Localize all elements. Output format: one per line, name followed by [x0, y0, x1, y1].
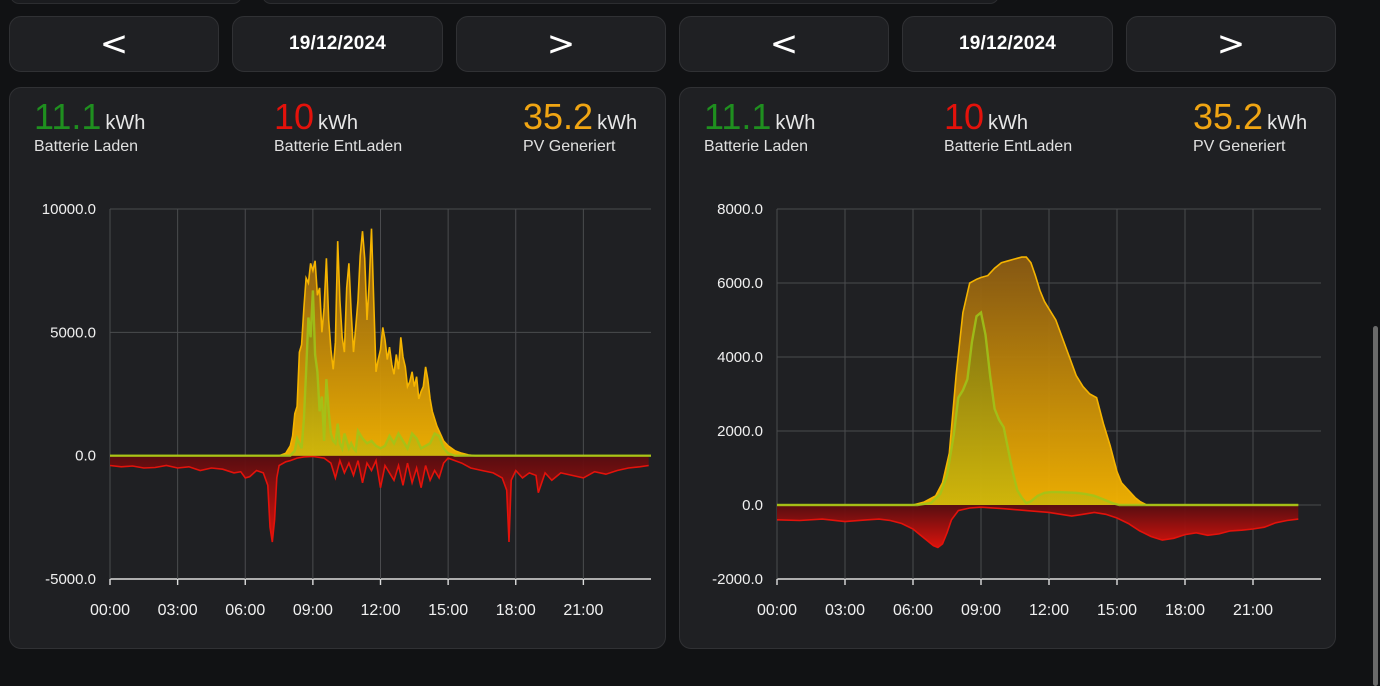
y-tick-label: -5000.0: [45, 571, 96, 588]
pv-line: [110, 228, 651, 457]
stat-unit: kWh: [597, 112, 638, 134]
y-tick-label: 0.0: [75, 448, 96, 465]
stat-pv-generated: 35.2 kWh PV Generiert: [523, 96, 637, 156]
stat-pv-generated: 35.2 kWh PV Generiert: [1193, 96, 1307, 156]
next-day-button[interactable]: >: [456, 16, 666, 72]
discharge-area: [777, 505, 1299, 548]
x-tick-label: 03:00: [158, 602, 198, 619]
x-tick-label: 00:00: [90, 602, 130, 619]
y-tick-label: 10000.0: [42, 201, 96, 218]
discharge-line: [776, 506, 1299, 549]
x-tick-label: 00:00: [757, 602, 797, 619]
stat-battery-discharge: 10 kWh Batterie EntLaden: [274, 96, 402, 156]
x-tick-label: 18:00: [1165, 602, 1205, 619]
stat-unit: kWh: [1267, 112, 1308, 134]
stat-label: PV Generiert: [1193, 138, 1286, 155]
stat-value: 10: [274, 96, 315, 137]
next-day-button[interactable]: >: [1126, 16, 1336, 72]
stat-battery-charge: 11.1 kWh Batterie Laden: [704, 96, 815, 156]
stat-value: 10: [944, 96, 985, 137]
y-tick-label: 8000.0: [717, 201, 763, 218]
pv-line: [777, 256, 1299, 506]
stat-value: 35.2: [523, 96, 594, 137]
x-tick-label: 12:00: [1029, 602, 1069, 619]
date-label: 19/12/2024: [958, 33, 1057, 54]
x-tick-label: 15:00: [1097, 602, 1137, 619]
chevron-left-icon: <: [99, 24, 129, 64]
pv-area: [777, 257, 1299, 505]
stat-label: Batterie EntLaden: [274, 138, 403, 155]
chevron-left-icon: <: [769, 24, 799, 64]
x-tick-label: 21:00: [1233, 602, 1273, 619]
x-tick-label: 03:00: [825, 602, 865, 619]
stat-unit: kWh: [105, 112, 146, 134]
date-display[interactable]: 19/12/2024: [232, 16, 443, 72]
date-label: 19/12/2024: [288, 33, 387, 54]
page-scrollbar[interactable]: [1371, 0, 1380, 686]
y-tick-label: 5000.0: [50, 324, 96, 341]
x-tick-label: 12:00: [360, 602, 400, 619]
stat-unit: kWh: [318, 112, 359, 134]
stat-label: PV Generiert: [523, 138, 616, 155]
stat-label: Batterie Laden: [34, 138, 139, 155]
scrollbar-thumb[interactable]: [1373, 326, 1378, 686]
x-tick-label: 06:00: [893, 602, 933, 619]
charge-line: [110, 290, 651, 457]
pv-area: [110, 228, 651, 456]
stat-unit: kWh: [775, 112, 816, 134]
y-tick-label: 0.0: [742, 497, 763, 514]
stat-value: 11.1: [704, 96, 772, 137]
stat-label: Batterie EntLaden: [944, 138, 1073, 155]
y-tick-label: 2000.0: [717, 423, 763, 440]
stat-battery-charge: 11.1 kWh Batterie Laden: [34, 96, 145, 156]
chevron-right-icon: >: [546, 24, 576, 64]
stat-battery-discharge: 10 kWh Batterie EntLaden: [944, 96, 1072, 156]
y-tick-label: 6000.0: [717, 275, 763, 292]
stat-label: Batterie Laden: [704, 138, 809, 155]
y-tick-label: 4000.0: [717, 349, 763, 366]
prev-day-button[interactable]: <: [679, 16, 889, 72]
x-tick-label: 18:00: [496, 602, 536, 619]
y-tick-label: -2000.0: [712, 571, 763, 588]
stat-unit: kWh: [988, 112, 1029, 134]
date-display[interactable]: 19/12/2024: [902, 16, 1113, 72]
x-tick-label: 15:00: [428, 602, 468, 619]
charge-line: [777, 310, 1299, 507]
stat-value: 35.2: [1193, 96, 1264, 137]
x-tick-label: 06:00: [225, 602, 265, 619]
discharge-area: [110, 455, 649, 542]
x-tick-label: 09:00: [961, 602, 1001, 619]
chevron-right-icon: >: [1216, 24, 1246, 64]
x-tick-label: 09:00: [293, 602, 333, 619]
x-tick-label: 21:00: [563, 602, 603, 619]
stat-value: 11.1: [34, 96, 102, 137]
prev-day-button[interactable]: <: [9, 16, 219, 72]
discharge-line: [109, 455, 649, 543]
